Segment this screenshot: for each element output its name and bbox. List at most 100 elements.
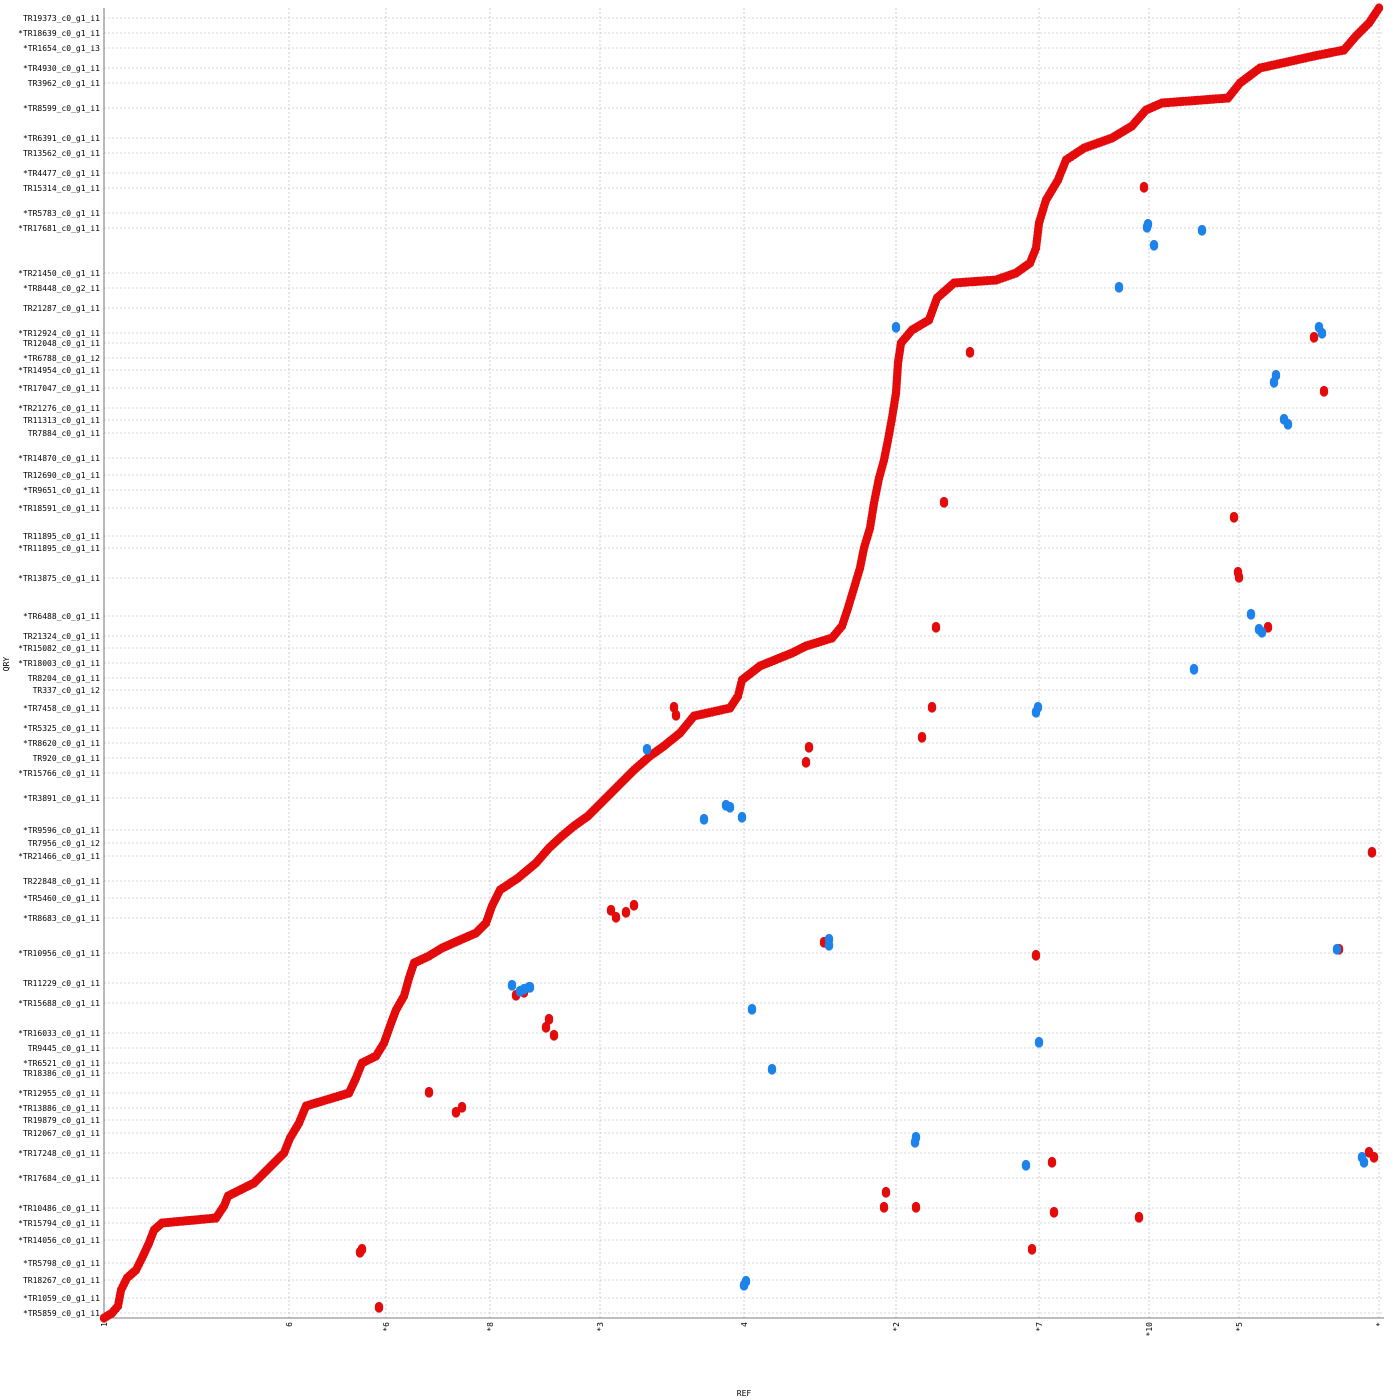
y-tick-label: *TR13875_c0_g1_i1 [18,574,100,583]
forward-alignment-point [374,1301,384,1312]
y-axis-title: QRY [2,657,11,672]
y-tick-label: TR19879_c0_g1_i1 [23,1116,100,1125]
y-tick-label: *TR18003_c0_g1_i1 [18,659,100,668]
x-tick-label: 6 [285,1322,294,1327]
y-tick-label: TR15314_c0_g1_i1 [23,184,100,193]
y-tick-label: *TR5460_c0_g1_i1 [23,894,100,903]
y-tick-label: *TR9596_c0_g1_i1 [23,826,100,835]
y-tick-label: *TR18591_c0_g1_i1 [18,504,100,513]
y-tick-label: *TR14954_c0_g1_i1 [18,366,100,375]
forward-alignment-point [1234,571,1244,582]
y-tick-label: *TR4930_c0_g1_i1 [23,64,100,73]
forward-alignment-point [671,709,681,720]
y-tick-label: *TR11895_c0_g1_i1 [18,544,100,553]
reverse-alignment-point [767,1063,777,1074]
forward-alignment-point [629,899,639,910]
y-tick-label: *TR8448_c0_g2_i1 [23,284,100,293]
reverse-alignment-point [1332,943,1342,954]
y-tick-label: TR22848_c0_g1_i1 [23,877,100,886]
y-tick-label: *TR15766_c0_g1_i1 [18,769,100,778]
reverse-alignment-point [1359,1156,1369,1167]
forward-alignment-point [1031,949,1041,960]
y-tick-label: *TR10956_c0_g1_i1 [18,949,100,958]
forward-alignment-point [927,701,937,712]
reverse-alignment-point [911,1131,921,1142]
y-tick-labels: TR19373_c0_g1_i1 *TR18639_c0_g1_i1 *TR1654… [18,14,100,1318]
forward-alignment-point [1367,846,1377,857]
forward-alignment-point [606,904,616,915]
y-tick-label: *TR13886_c0_g1_i1 [18,1104,100,1113]
y-tick-label: TR21287_c0_g1_i1 [23,304,100,313]
forward-alignment-point [881,1186,891,1197]
y-tick-label: TR21324_c0_g1_i1 [23,632,100,641]
x-axis-title: REF [737,1389,752,1398]
reverse-alignment-point [642,743,652,754]
y-tick-label: TR19373_c0_g1_i1 [23,14,100,23]
forward-alignment-point [544,1013,554,1024]
reverse-alignment-point [741,1275,751,1286]
reverse-alignment-point [1143,218,1153,229]
y-tick-label: TR13562_c0_g1_i1 [23,149,100,158]
reverse-alignment-point [1189,663,1199,674]
reverse-alignment-point [737,811,747,822]
forward-alignment-point [1134,1211,1144,1222]
y-tick-label: *TR15794_c0_g1_i1 [18,1219,100,1228]
reverse-alignment-point [824,939,834,950]
reverse-alignment-point [1271,369,1281,380]
forward-alignment-point [457,1101,467,1112]
x-tick-label: *6 [382,1322,391,1332]
forward-alignment-point [1139,181,1149,192]
forward-alignment-point [1229,511,1239,522]
x-tick-label: *3 [596,1322,605,1332]
forward-alignment-point [357,1243,367,1254]
x-tick-label: *7 [1035,1322,1044,1332]
y-tick-label: *TR6391_c0_g1_i1 [23,134,100,143]
y-tick-label: TR7956_c0_g1_i2 [28,839,100,848]
forward-alignment-point [1364,1146,1374,1157]
forward-alignment-point [1263,621,1273,632]
x-tick-label: 4 [740,1322,749,1327]
x-tick-label: * [1375,1322,1384,1327]
y-tick-label: *TR21466_c0_g1_i1 [18,852,100,861]
y-tick-label: TR3962_c0_g1_i1 [28,79,100,88]
y-tick-label: TR11895_c0_g1_i1 [23,532,100,541]
reverse-alignment-point [1033,701,1043,712]
y-tick-label: TR920_c0_g1_i1 [33,754,101,763]
y-tick-label: *TR8620_c0_g1_i1 [23,739,100,748]
y-tick-label: *TR17684_c0_g1_i1 [18,1174,100,1183]
reverse-alignment-point [891,321,901,332]
reverse-alignment-point [1283,418,1293,429]
forward-alignment-point [1049,1206,1059,1217]
y-tick-label: *TR17047_c0_g1_i1 [18,384,100,393]
reverse-alignment-point [1149,239,1159,250]
reverse-alignment-point [1246,608,1256,619]
reverse-alignment-point [1114,281,1124,292]
forward-alignment-point [911,1201,921,1212]
forward-alignment-point [621,906,631,917]
x-tick-label: 1 [100,1322,109,1327]
y-tick-label: TR12690_c0_g1_i1 [23,471,100,480]
reverse-alignment-point [1021,1159,1031,1170]
reverse-alignment-point [725,801,735,812]
forward-alignment-point [669,701,679,712]
forward-alignment-point [965,346,975,357]
y-tick-label: *TR10486_c0_g1_i1 [18,1204,100,1213]
y-tick-label: *TR3891_c0_g1_i1 [23,794,100,803]
forward-alignment-point [611,911,621,922]
y-tick-label: *TR18639_c0_g1_i1 [18,29,100,38]
y-tick-label: *TR5798_c0_g1_i1 [23,1259,100,1268]
reverse-alignment-point [1317,327,1327,338]
y-tick-label: TR7884_c0_g1_i1 [28,429,100,438]
y-tick-label: *TR17248_c0_g1_i1 [18,1149,100,1158]
forward-alignment-point [1319,385,1329,396]
y-tick-label: *TR1059_c0_g1_i1 [23,1294,100,1303]
x-tick-label: *5 [1235,1322,1244,1332]
y-tick-label: TR9445_c0_g1_i1 [28,1044,100,1053]
y-tick-label: TR11313_c0_g1_i1 [23,416,100,425]
y-tick-label: *TR8599_c0_g1_i1 [23,104,100,113]
y-tick-label: TR12048_c0_g1_i1 [23,339,100,348]
y-tick-label: *TR5325_c0_g1_i1 [23,724,100,733]
y-tick-label: *TR5859_c0_g1_i1 [23,1309,100,1318]
reverse-alignment-point [1197,224,1207,235]
